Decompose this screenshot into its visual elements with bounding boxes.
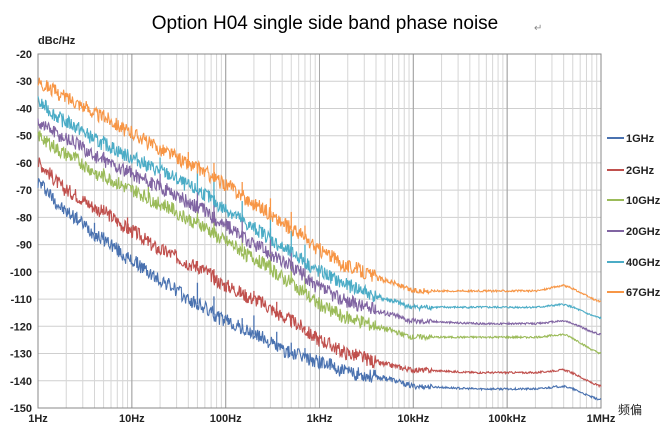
legend-label: 10GHz bbox=[626, 195, 661, 207]
series-line-2GHz bbox=[37, 157, 602, 389]
y-tick-label: -40 bbox=[16, 103, 32, 115]
y-axis-ticks: -20 -30 -40 -50 -60 -70 -80 -90 -100 -110 -120 -130… bbox=[10, 49, 32, 415]
x-tick-label: 1kHz bbox=[307, 413, 333, 425]
legend-item-20GHz: 20GHz bbox=[607, 226, 661, 238]
frequency-offset-label: 频偏 bbox=[618, 402, 642, 417]
legend-label: 1GHz bbox=[626, 133, 655, 145]
y-tick-label: -30 bbox=[16, 76, 32, 88]
legend-item-10GHz: 10GHz bbox=[607, 195, 661, 207]
plot-area-frame bbox=[37, 53, 602, 409]
y-tick-label: -90 bbox=[16, 240, 32, 252]
legend-item-40GHz: 40GHz bbox=[607, 257, 661, 269]
x-tick-label: 10Hz bbox=[119, 413, 145, 425]
x-tick-label: 100Hz bbox=[210, 413, 242, 425]
legend-label: 20GHz bbox=[626, 226, 661, 238]
x-axis-ticks: 1Hz 10Hz 100Hz 1kHz 10kHz 100kHz 1MHz bbox=[28, 413, 616, 425]
legend-label: 67GHz bbox=[626, 287, 661, 299]
y-tick-label: -120 bbox=[10, 321, 32, 333]
y-tick-label: -110 bbox=[11, 294, 32, 306]
y-axis-unit-label: dBc/Hz bbox=[38, 35, 76, 47]
y-tick-label: -150 bbox=[10, 403, 32, 415]
legend-item-1GHz: 1GHz bbox=[607, 133, 655, 145]
x-tick-label: 100kHz bbox=[488, 413, 526, 425]
y-tick-label: -130 bbox=[10, 349, 32, 361]
series-line-67GHz bbox=[37, 77, 602, 303]
legend-label: 2GHz bbox=[626, 165, 655, 177]
series-lines bbox=[37, 77, 602, 401]
y-tick-label: -20 bbox=[16, 49, 32, 61]
legend-item-67GHz: 67GHz bbox=[607, 287, 661, 299]
legend: 1GHz 2GHz 10GHz 20GHz 40GHz 67GHz bbox=[607, 133, 661, 299]
x-tick-label: 1MHz bbox=[587, 413, 616, 425]
title-return-mark: ↵ bbox=[534, 23, 542, 34]
legend-label: 40GHz bbox=[626, 257, 661, 269]
series-line-1GHz bbox=[37, 178, 602, 401]
y-tick-label: -80 bbox=[16, 212, 32, 224]
series-line-40GHz bbox=[37, 96, 602, 320]
chart-title: Option H04 single side band phase noise bbox=[152, 13, 498, 34]
x-tick-label: 1Hz bbox=[28, 413, 48, 425]
y-tick-label: -140 bbox=[10, 376, 32, 388]
x-tick-label: 10kHz bbox=[397, 413, 429, 425]
y-tick-label: -60 bbox=[16, 158, 32, 170]
y-tick-label: -70 bbox=[16, 185, 32, 197]
series-line-10GHz bbox=[37, 130, 602, 355]
y-tick-label: -50 bbox=[16, 131, 32, 143]
y-tick-label: -100 bbox=[10, 267, 32, 279]
series-line-20GHz bbox=[37, 118, 602, 336]
legend-item-2GHz: 2GHz bbox=[607, 165, 655, 177]
